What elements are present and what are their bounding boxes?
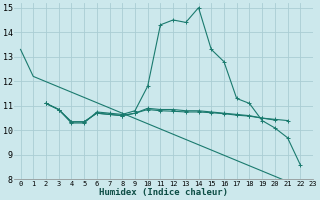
X-axis label: Humidex (Indice chaleur): Humidex (Indice chaleur) — [99, 188, 228, 197]
